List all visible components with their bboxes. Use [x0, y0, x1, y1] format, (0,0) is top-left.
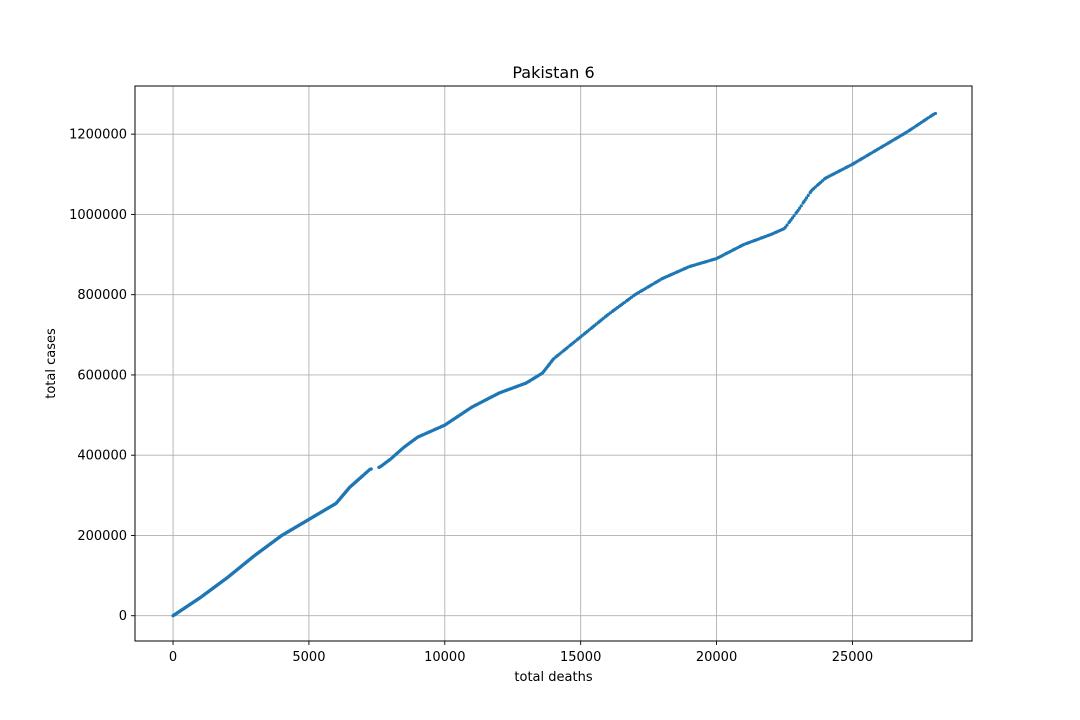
- data-point: [785, 223, 789, 227]
- axis-ticks: 0 5000 10000 15000 20000 25000 0 200000 400000 60…: [69, 128, 873, 665]
- y-tick-label: 800000: [77, 288, 127, 303]
- x-axis-label: total deaths: [514, 670, 592, 685]
- data-point: [799, 204, 803, 208]
- y-tick-label: 0: [119, 609, 127, 624]
- data-point: [933, 111, 938, 116]
- y-tick-label: 1000000: [69, 208, 127, 223]
- data-points: [171, 111, 938, 618]
- data-point: [806, 193, 810, 197]
- x-tick-label: 25000: [832, 650, 873, 665]
- grid: [135, 86, 972, 641]
- x-tick-label: 0: [169, 650, 177, 665]
- y-tick-label: 1200000: [69, 128, 127, 143]
- x-tick-label: 15000: [560, 650, 601, 665]
- y-tick-label: 600000: [77, 368, 127, 383]
- data-point: [369, 467, 373, 471]
- x-tick-label: 20000: [696, 650, 737, 665]
- x-tick-label: 10000: [424, 650, 465, 665]
- data-point: [797, 206, 802, 210]
- plot-frame: [134, 85, 973, 642]
- chart-title: Pakistan 6: [512, 63, 594, 82]
- y-axis-label: total cases: [44, 328, 59, 399]
- data-point: [790, 216, 795, 220]
- data-point: [804, 196, 809, 200]
- y-tick-label: 400000: [77, 449, 127, 464]
- data-point: [792, 214, 796, 218]
- y-tick-label: 200000: [77, 529, 127, 544]
- x-tick-label: 5000: [292, 650, 325, 665]
- data-point: [783, 225, 787, 229]
